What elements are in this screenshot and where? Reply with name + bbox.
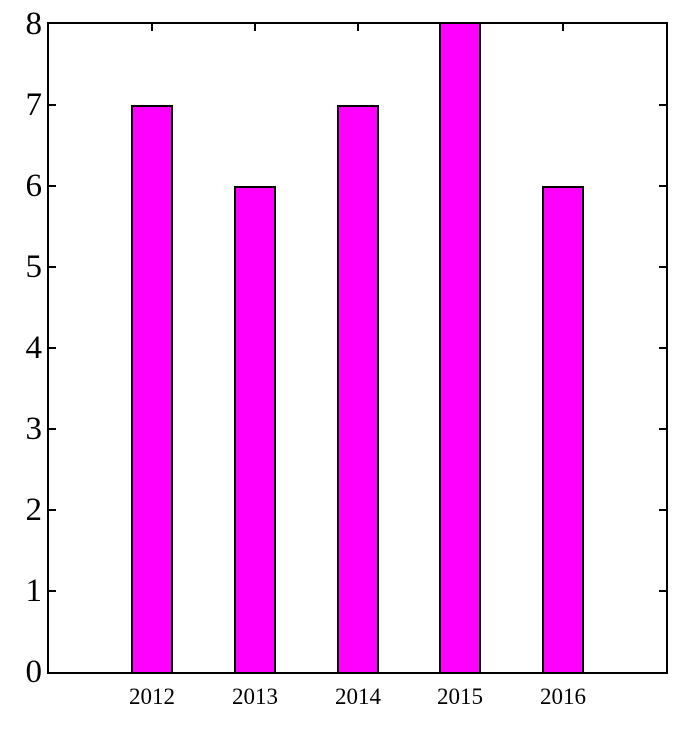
bar-2015 xyxy=(439,22,481,672)
y-tick-left xyxy=(49,347,56,349)
y-tick-right xyxy=(659,509,666,511)
y-tick-left xyxy=(49,509,56,511)
y-tick-label: 1 xyxy=(25,573,43,609)
x-tick-top xyxy=(357,24,359,31)
y-tick-label: 3 xyxy=(25,411,43,447)
y-tick-left xyxy=(49,185,56,187)
y-tick-right xyxy=(659,347,666,349)
x-tick-top xyxy=(562,24,564,31)
x-tick-top xyxy=(151,24,153,31)
x-tick-label: 2015 xyxy=(437,684,483,709)
y-tick-label: 6 xyxy=(25,168,43,204)
y-tick-right xyxy=(659,428,666,430)
y-tick-right xyxy=(659,266,666,268)
y-tick-label: 8 xyxy=(25,6,43,42)
y-tick-label: 0 xyxy=(25,654,43,690)
y-tick-left xyxy=(49,266,56,268)
y-tick-left xyxy=(49,590,56,592)
y-tick-label: 2 xyxy=(25,492,43,528)
y-tick-left xyxy=(49,428,56,430)
x-tick-top xyxy=(254,24,256,31)
y-tick-right xyxy=(659,104,666,106)
y-tick-label: 5 xyxy=(25,249,43,285)
bar-2016 xyxy=(542,186,584,672)
x-tick-label: 2016 xyxy=(540,684,586,709)
x-tick-label: 2014 xyxy=(335,684,381,709)
bar-2014 xyxy=(337,105,379,672)
y-tick-right xyxy=(659,590,666,592)
bar-2013 xyxy=(234,186,276,672)
y-tick-left xyxy=(49,104,56,106)
x-tick-label: 2013 xyxy=(232,684,278,709)
y-tick-label: 7 xyxy=(25,87,43,123)
plot-area xyxy=(47,22,668,674)
bar-2012 xyxy=(131,105,173,672)
x-tick-label: 2012 xyxy=(129,684,175,709)
y-tick-label: 4 xyxy=(25,330,43,366)
y-tick-right xyxy=(659,185,666,187)
